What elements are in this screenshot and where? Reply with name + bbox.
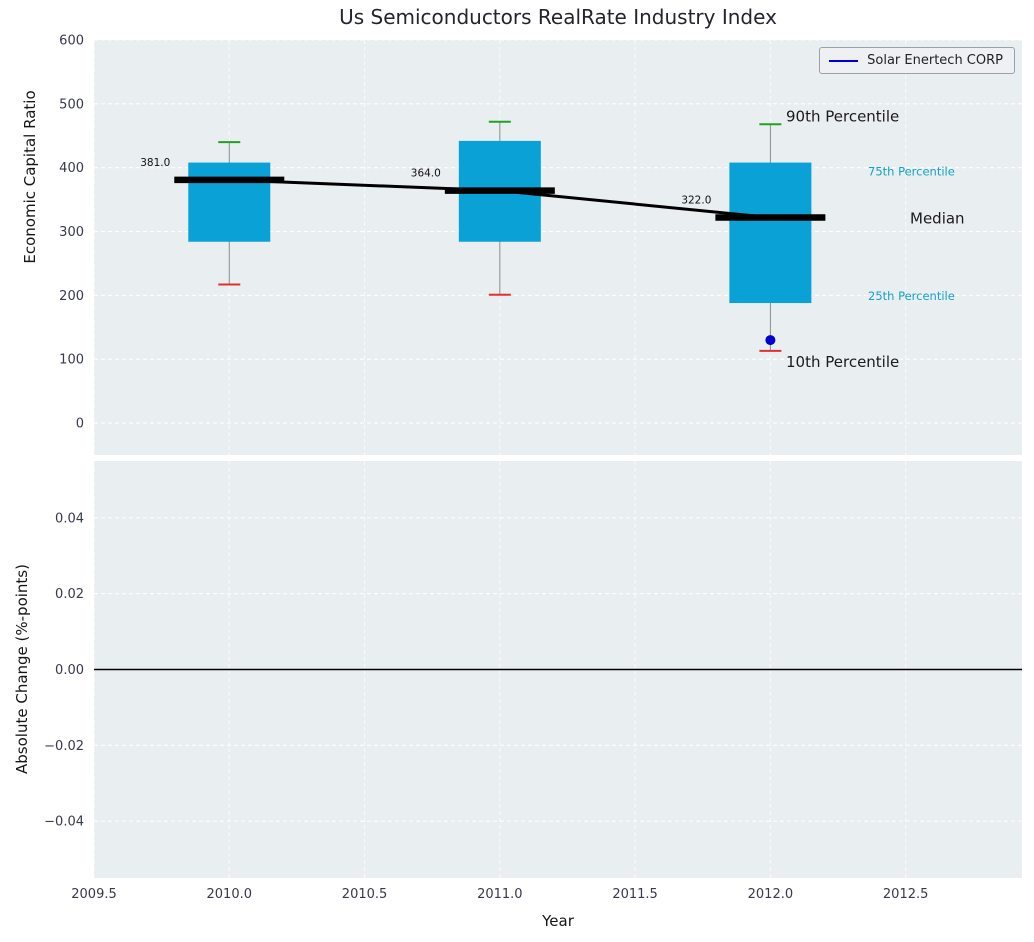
y-tick-label: 600 <box>59 34 84 49</box>
x-tick-label: 2009.5 <box>71 887 117 902</box>
annotation-median: Median <box>910 209 965 227</box>
y-tick-label: 0 <box>76 417 84 432</box>
top-axes-background <box>94 40 1022 455</box>
chart-title: Us Semiconductors RealRate Industry Inde… <box>339 5 777 29</box>
x-axis-label: Year <box>542 912 574 930</box>
median-value-label: 381.0 <box>140 157 170 169</box>
y-tick-label: 0.04 <box>55 511 84 526</box>
x-tick-label: 2010.0 <box>207 887 253 902</box>
legend-label: Solar Enertech CORP <box>867 53 1003 68</box>
y-tick-label: 100 <box>59 353 84 368</box>
y-tick-label: 0.00 <box>55 663 84 678</box>
iqr-box <box>729 162 812 304</box>
x-tick-label: 2011.0 <box>477 887 523 902</box>
annotation-q1: 25th Percentile <box>868 289 955 303</box>
iqr-box <box>188 162 271 242</box>
annotation-p10: 10th Percentile <box>786 353 899 371</box>
x-tick-label: 2011.5 <box>612 887 658 902</box>
y-tick-label: 500 <box>59 97 84 112</box>
y-tick-label: −0.04 <box>44 815 84 830</box>
y-tick-label: 0.02 <box>55 587 84 602</box>
annotation-q3: 75th Percentile <box>868 165 955 179</box>
company-point <box>765 335 776 346</box>
median-value-label: 364.0 <box>411 168 441 180</box>
legend-line-sample <box>829 59 859 62</box>
x-tick-label: 2012.0 <box>748 887 794 902</box>
legend: Solar Enertech CORP <box>819 47 1015 74</box>
x-tick-label: 2012.5 <box>883 887 929 902</box>
y-axis-label-top: Economic Capital Ratio <box>21 90 39 264</box>
annotation-p90: 90th Percentile <box>786 107 899 125</box>
y-axis-label-bottom: Absolute Change (%-points) <box>13 564 31 774</box>
y-tick-label: −0.02 <box>44 739 84 754</box>
y-tick-label: 400 <box>59 161 84 176</box>
y-tick-label: 300 <box>59 225 84 240</box>
median-value-label: 322.0 <box>681 194 711 206</box>
y-tick-label: 200 <box>59 289 84 304</box>
x-tick-label: 2010.5 <box>342 887 388 902</box>
